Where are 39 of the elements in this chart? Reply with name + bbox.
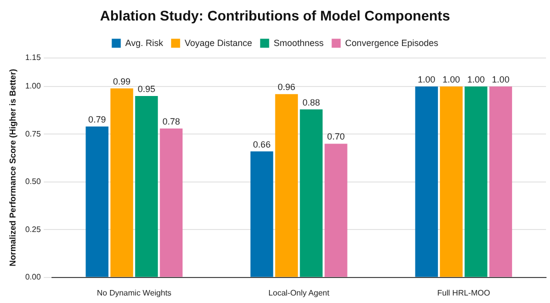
bar	[250, 151, 274, 277]
bar	[324, 144, 348, 277]
bar	[110, 88, 134, 277]
y-tick-label: 0.00	[25, 272, 42, 282]
y-tick-label: 1.00	[25, 82, 42, 91]
data-label: 1.00	[467, 74, 485, 84]
legend-label: Smoothness	[274, 38, 324, 48]
data-label: 1.00	[418, 74, 436, 84]
data-label: 0.99	[113, 76, 131, 86]
chart-title: Ablation Study: Contributions of Model Components	[100, 7, 450, 24]
x-tick-label: Local-Only Agent	[268, 288, 330, 298]
data-label: 0.70	[327, 132, 345, 142]
bar	[275, 94, 298, 277]
y-tick-label: 1.15	[25, 53, 42, 62]
bar	[86, 126, 108, 277]
bar	[489, 86, 512, 277]
data-label: 0.95	[138, 84, 156, 94]
y-axis-title: Normalized Performance Score (Higher is Better)	[7, 68, 18, 266]
data-label: 0.88	[302, 97, 320, 108]
bar	[464, 86, 488, 277]
data-label: 0.66	[253, 139, 271, 150]
bar	[415, 86, 438, 277]
x-tick-label: Full HRL-MOO	[437, 288, 490, 298]
y-tick-label: 0.25	[25, 224, 42, 234]
bar	[300, 109, 323, 277]
bar	[440, 86, 463, 277]
bar	[135, 96, 158, 277]
legend-label: Avg. Risk	[125, 38, 164, 48]
x-tick-label: No Dynamic Weights	[96, 288, 172, 298]
legend-label: Voyage Distance	[184, 38, 252, 48]
data-label: 0.96	[278, 82, 296, 92]
data-label: 0.78	[162, 116, 180, 126]
legend-label: Convergence Episodes	[345, 38, 439, 48]
y-tick-label: 0.50	[25, 177, 42, 186]
data-label: 1.00	[442, 74, 460, 84]
y-tick-label: 0.75	[25, 129, 42, 138]
bar	[160, 128, 183, 277]
data-label: 1.00	[492, 74, 510, 84]
data-label: 0.79	[88, 114, 106, 125]
